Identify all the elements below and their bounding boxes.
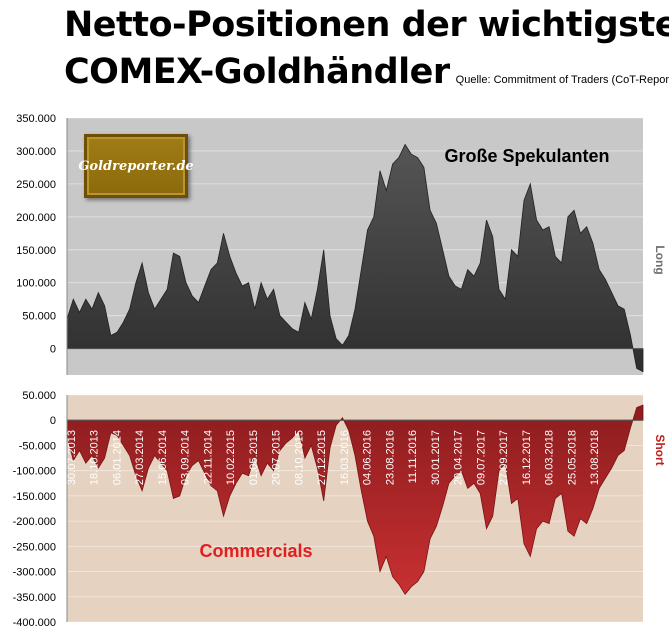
top-y-tick-label: 100.000 — [16, 278, 56, 290]
x-date-label: 25.05.2018 — [566, 430, 578, 485]
x-date-label: 27.09.2017 — [498, 430, 510, 485]
top-y-tick-label: 250.000 — [16, 179, 56, 191]
top-y-tick-label: 200.000 — [16, 212, 56, 224]
x-date-label: 10.02.2015 — [225, 430, 237, 485]
source-note: Quelle: Commitment of Traders (CoT-Repor… — [455, 74, 669, 86]
top-y-tick-label: 0 — [50, 344, 56, 356]
bottom-y-tick-label: -50.000 — [19, 440, 56, 452]
x-date-label: 01.05.2015 — [248, 430, 260, 485]
bottom-y-tick-label: -300.000 — [13, 567, 56, 579]
x-date-label: 30.01.2017 — [430, 430, 442, 485]
x-date-label: 06.01.2014 — [111, 430, 123, 485]
x-date-label: 06.03.2018 — [544, 430, 556, 485]
top-y-tick-label: 300.000 — [16, 146, 56, 158]
x-date-label: 20.04.2017 — [453, 430, 465, 485]
top-y-tick-label: 350.000 — [16, 113, 56, 125]
top-y-tick-label: 50.000 — [22, 311, 56, 323]
bottom-y-tick-label: -150.000 — [13, 491, 56, 503]
top-y-tick-label: 150.000 — [16, 245, 56, 257]
x-date-label: 20.07.2015 — [271, 430, 283, 485]
bottom-y-tick-label: -250.000 — [13, 541, 56, 553]
x-date-label: 04.06.2016 — [362, 430, 374, 485]
top-series-area — [66, 143, 644, 373]
x-date-label: 09.07.2017 — [475, 430, 487, 485]
title-line-2-text: COMEX-Goldhändler — [64, 52, 450, 92]
x-date-label: 22.11.2014 — [202, 430, 214, 484]
x-date-label: 03.09.2014 — [180, 430, 192, 485]
top-series-title: Große Spekulanten — [444, 146, 609, 166]
bottom-y-tick-label: -400.000 — [13, 617, 56, 629]
x-date-label: 08.10.2015 — [293, 430, 305, 485]
x-date-label: 30.07.2013 — [66, 430, 78, 485]
x-date-label: 16.03.2016 — [339, 430, 351, 485]
bottom-y-tick-label: -350.000 — [13, 592, 56, 604]
chart-title: Netto-Positionen der wichtigsten COMEX-G… — [64, 2, 669, 104]
logo-text: Goldreporter.de — [78, 158, 194, 174]
goldreporter-logo: Goldreporter.de — [78, 134, 194, 198]
x-date-label: 16.12.2017 — [521, 430, 533, 485]
x-date-label: 13.08.2018 — [589, 430, 601, 485]
bottom-y-tick-label: -200.000 — [13, 516, 56, 528]
x-date-label: 23.08.2016 — [384, 430, 396, 485]
bottom-y-tick-label: -100.000 — [13, 466, 56, 478]
x-date-label: 27.12.2015 — [316, 430, 328, 485]
x-date-label: 15.06.2014 — [157, 430, 169, 485]
x-date-label: 27.03.2014 — [134, 430, 146, 485]
top-y-axis-label: Long — [653, 245, 667, 274]
title-line-2: COMEX-Goldhändler Quelle: Commitment of T… — [64, 49, 669, 104]
bottom-y-tick-label: 0 — [50, 415, 56, 427]
bottom-series-title: Commercials — [199, 541, 312, 561]
bottom-series-area — [66, 404, 644, 595]
bottom-y-axis-label: Short — [653, 434, 667, 465]
bottom-y-tick-label: 50.000 — [22, 390, 56, 402]
x-date-label: 18.10.2013 — [89, 430, 101, 485]
x-date-label: 11.11.2016 — [407, 430, 419, 483]
title-line-1: Netto-Positionen der wichtigsten — [64, 5, 669, 45]
